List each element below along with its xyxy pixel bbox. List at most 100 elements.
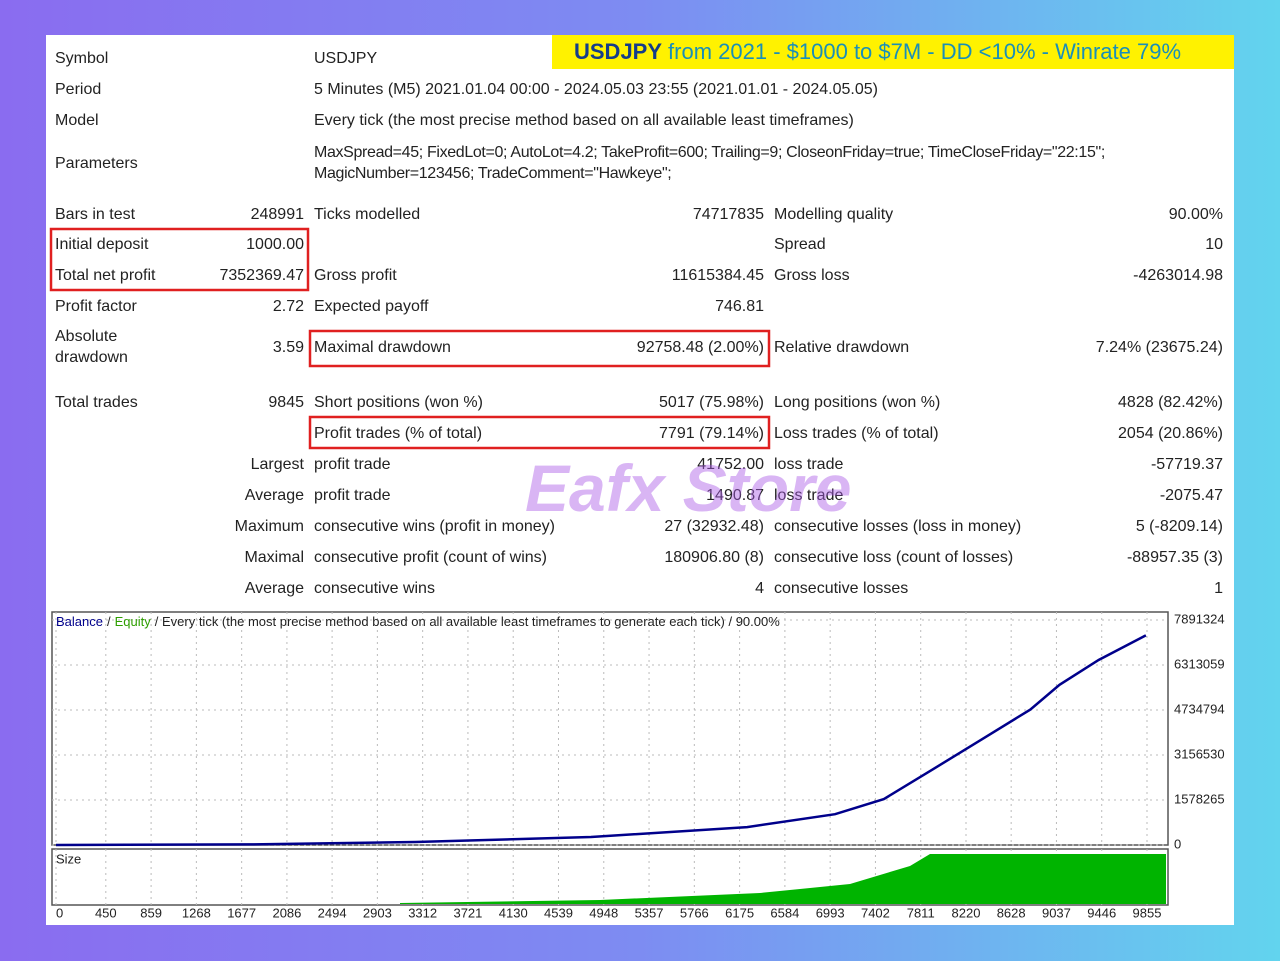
banner: USDJPY from 2021 - $1000 to $7M - DD <10%… [552,35,1234,69]
stat-value: -88957.35 (3) [1126,549,1223,566]
stat-label: consecutive losses (loss in money) [774,518,1022,535]
x-tick-label: 0 [56,905,63,920]
stat-label: Gross loss [774,267,850,284]
x-tick-label: 6993 [816,905,845,920]
highlight-box [49,227,310,292]
info-value: Every tick (the most precise method base… [314,112,854,129]
info-label: Period [55,81,102,98]
stat-label: Expected payoff [314,298,429,315]
legend-item: / Every tick (the most precise method ba… [155,614,780,629]
y-tick-label: 4734794 [1174,701,1225,716]
x-tick-label: 4130 [499,905,528,920]
x-tick-label: 450 [95,905,117,920]
stat-value: 11615384.45 [671,267,764,284]
x-tick-label: 8220 [952,905,981,920]
stat-value: 2.72 [272,298,304,315]
legend-item: Balance [56,614,103,629]
stat-value: 9845 [268,394,304,411]
banner-text: from 2021 - $1000 to $7M - DD <10% - Win… [668,39,1182,64]
legend-item: Equity [115,614,152,629]
info-label: Symbol [55,50,109,67]
x-tick-label: 3721 [453,905,482,920]
x-tick-label: 5357 [635,905,664,920]
y-tick-label: 3156530 [1174,746,1225,761]
x-tick-label: 3312 [408,905,437,920]
stat-value: 2054 (20.86%) [1118,425,1223,442]
stat-label: Total trades [55,394,138,411]
stat-label: Short positions (won %) [314,394,483,411]
stat-value: 92758.48 (2.00%) [636,339,764,356]
stat-label: Bars in test [55,206,136,223]
stat-label: consecutive losses [774,580,909,597]
x-tick-label: 9446 [1087,905,1116,920]
x-tick-label: 9855 [1133,905,1162,920]
x-tick-label: 7402 [861,905,890,920]
x-tick-label: 859 [140,905,162,920]
stat-value: 3.59 [272,339,304,356]
y-tick-label: 6313059 [1174,656,1225,671]
x-tick-label: 9037 [1042,905,1071,920]
stat-value: 41752.00 [697,456,764,473]
stat-value: Largest [250,456,304,473]
stat-label: Absolute drawdown [55,328,128,366]
size-label: Size [56,851,81,866]
stat-value: 7.24% (23675.24) [1095,339,1223,356]
legend-item: / [107,614,111,629]
y-tick-label: 1578265 [1174,791,1225,806]
highlight-box [308,415,771,450]
chart: 0 1578265 3156530 4734794 6313059 7891324 0 450… [52,611,1225,920]
stat-value: 5 (-8209.14) [1135,518,1223,535]
stat-label: loss trade [774,456,844,473]
balance-line [55,634,1147,847]
x-tick-label: 2903 [363,905,392,920]
stat-value: 1490.87 [706,487,764,504]
stat-value: 27 (32932.48) [664,518,764,535]
stat-value: 74717835 [692,206,764,223]
stat-value: 4828 (82.42%) [1118,394,1223,411]
x-tick-label: 6584 [770,905,799,920]
stat-label: consecutive loss (count of losses) [774,549,1014,566]
x-tick-label: 4539 [544,905,573,920]
x-tick-label: 1677 [227,905,256,920]
stat-value: Average [244,487,304,504]
stat-label: Ticks modelled [314,206,421,223]
stat-label: consecutive wins (profit in money) [314,518,555,535]
stat-value: 10 [1205,236,1223,253]
x-tick-label: 2086 [272,905,301,920]
stat-value: 4 [755,580,764,597]
banner-symbol: USDJPY [574,39,663,64]
stat-label: Long positions (won %) [774,394,941,411]
stat-label: Profit trades (% of total) [314,425,483,442]
stat-value: -2075.47 [1159,487,1223,504]
stat-value: 180906.80 (8) [664,549,764,566]
info-value: 5 Minutes (M5) 2021.01.04 00:00 - 2024.0… [314,81,878,98]
x-tick-label: 5766 [680,905,709,920]
stat-value: Average [244,580,304,597]
stat-label: consecutive wins [314,580,435,597]
x-tick-label: 2494 [318,905,347,920]
stat-value: -4263014.98 [1133,267,1223,284]
info-label: Parameters [55,154,138,172]
chart-frame [51,611,1169,846]
stat-value: 90.00% [1168,206,1223,223]
stat-label: loss trade [774,487,844,504]
info-value: USDJPY [314,50,378,67]
stat-value: 1 [1214,580,1223,597]
stat-value: -57719.37 [1150,456,1223,473]
stat-label: Total net profit [55,267,156,284]
stat-label: profit trade [314,456,391,473]
stat-value: 248991 [250,206,304,223]
info-label: Model [55,112,99,129]
y-tick-label: 0 [1174,836,1181,851]
x-tick-label: 8628 [997,905,1026,920]
watermark: Eafx Store [525,451,852,525]
stat-label: Maximal drawdown [314,339,451,356]
y-tick-label: 7891324 [1174,611,1225,626]
x-tick-label: 4948 [589,905,618,920]
x-tick-label: 6175 [725,905,754,920]
stat-value: 746.81 [715,298,764,315]
stat-value: 1000.00 [246,236,304,253]
stat-label: Modelling quality [774,206,894,223]
